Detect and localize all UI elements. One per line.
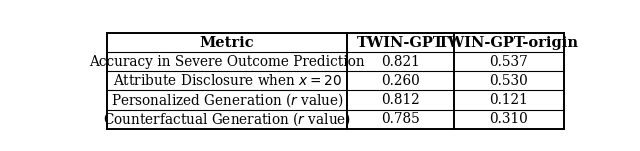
Text: 0.310: 0.310 <box>490 112 528 126</box>
Text: 0.260: 0.260 <box>381 74 420 88</box>
Text: 0.812: 0.812 <box>381 93 420 107</box>
Text: Attribute Disclosure when $x = 20$: Attribute Disclosure when $x = 20$ <box>113 73 342 88</box>
Text: 0.537: 0.537 <box>490 55 528 69</box>
Text: 0.785: 0.785 <box>381 112 420 126</box>
Text: Counterfactual Generation ($r$ value): Counterfactual Generation ($r$ value) <box>103 110 351 128</box>
Text: 0.821: 0.821 <box>381 55 420 69</box>
Text: TWIN-GPT-origin: TWIN-GPT-origin <box>438 36 579 50</box>
Text: Accuracy in Severe Outcome Prediction: Accuracy in Severe Outcome Prediction <box>89 55 365 69</box>
Text: 0.530: 0.530 <box>490 74 528 88</box>
Text: Personalized Generation ($r$ value): Personalized Generation ($r$ value) <box>111 91 344 109</box>
Text: TWIN-GPT: TWIN-GPT <box>356 36 444 50</box>
Text: Metric: Metric <box>200 36 254 50</box>
Text: 0.121: 0.121 <box>490 93 528 107</box>
